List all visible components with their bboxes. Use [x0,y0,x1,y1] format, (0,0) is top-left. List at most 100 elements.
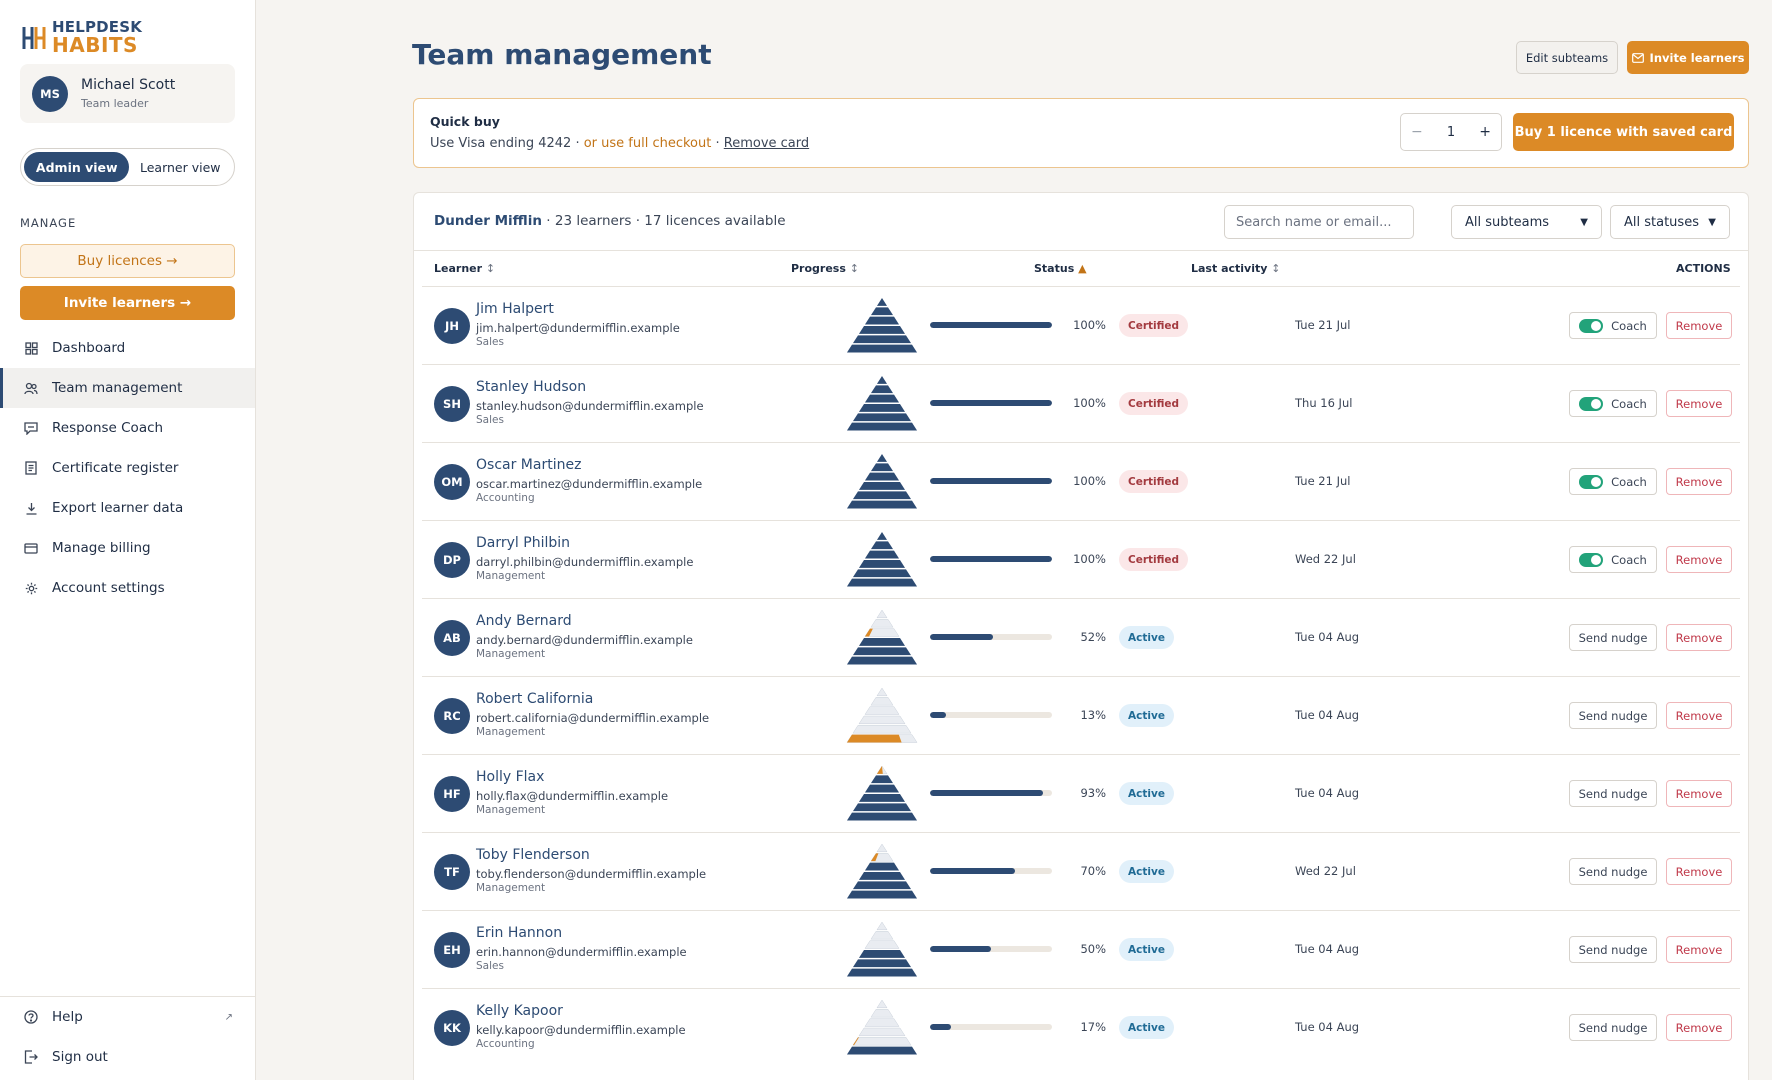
learner-name[interactable]: Toby Flenderson [476,847,590,863]
admin-view-button[interactable]: Admin view [24,152,130,182]
invite-learners-button[interactable]: Invite learners [1627,41,1749,74]
status-badge: Certified [1119,314,1189,337]
coach-label: Coach [1611,552,1647,567]
coach-toggle-button[interactable]: Coach [1569,390,1657,417]
remove-button[interactable]: Remove [1666,702,1732,729]
learner-view-button[interactable]: Learner view [139,159,221,175]
sidebar-item-label: Certificate register [52,460,179,476]
table-row[interactable]: DP Darryl Philbin darryl.philbin@dundermif… [422,520,1740,598]
learner-name[interactable]: Oscar Martinez [476,457,582,473]
buy-licences-button[interactable]: Buy licences → [20,244,235,278]
remove-button[interactable]: Remove [1666,1014,1732,1041]
learner-email: darryl.philbin@dundermifflin.example [476,555,694,569]
send-nudge-button[interactable]: Send nudge [1569,624,1657,651]
learner-subteam: Management [476,882,546,894]
coach-toggle-button[interactable]: Coach [1569,312,1657,339]
decrement-button[interactable]: − [1411,124,1423,140]
table-row[interactable]: KK Kelly Kapoor kelly.kapoor@dundermifflin… [422,988,1740,1066]
avatar: TF [434,854,470,890]
progress-bar [930,946,1052,952]
learner-name[interactable]: Jim Halpert [476,301,554,317]
status-filter-select[interactable]: All statuses ▼ [1610,205,1730,239]
send-nudge-button[interactable]: Send nudge [1569,702,1657,729]
sidebar-item-team-management[interactable]: Team management [0,368,255,408]
user-card[interactable]: MS Michael Scott Team leader [20,64,235,123]
edit-subteams-button[interactable]: Edit subteams [1516,41,1618,74]
pyramid-level [864,706,900,715]
coach-toggle-button[interactable]: Coach [1569,468,1657,495]
learner-name[interactable]: Darryl Philbin [476,535,570,551]
pyramid-level [846,500,918,509]
coach-toggle-button[interactable]: Coach [1569,546,1657,573]
remove-button[interactable]: Remove [1666,546,1732,573]
increment-button[interactable]: + [1479,124,1491,140]
learner-name[interactable]: Erin Hannon [476,925,563,941]
sidebar-item-account-settings[interactable]: Account settings [0,568,255,608]
pyramid-level [858,482,906,490]
sidebar-item-manage-billing[interactable]: Manage billing [0,528,255,568]
table-row[interactable]: SH Stanley Hudson stanley.hudson@dundermif… [422,364,1740,442]
pyramid-level [870,463,894,472]
search-input[interactable] [1224,205,1414,239]
pyramid-level [852,569,912,578]
table-row[interactable]: RC Robert California robert.california@dun… [422,676,1740,754]
pyramid-level [858,950,906,958]
pyramid-level [876,844,888,853]
help-link[interactable]: Help ↗ [0,997,255,1037]
send-nudge-button[interactable]: Send nudge [1569,780,1657,807]
buy-with-saved-card-button[interactable]: Buy 1 licence with saved card [1513,113,1734,151]
learner-email: jim.halpert@dundermifflin.example [476,321,680,335]
pyramid-level [876,454,888,462]
pyramid-level [858,872,906,880]
send-nudge-button[interactable]: Send nudge [1569,936,1657,963]
column-header-learner[interactable]: Learner ↕ [434,262,495,275]
brand-logo[interactable]: HELPDESK HABITS [22,20,142,55]
pyramid-level-partial [864,628,873,637]
table-row[interactable]: AB Andy Bernard andy.bernard@dundermifflin… [422,598,1740,676]
send-nudge-button[interactable]: Send nudge [1569,1014,1657,1041]
learner-name[interactable]: Stanley Hudson [476,379,587,395]
table-row[interactable]: JH Jim Halpert jim.halpert@dundermifflin.e… [422,286,1740,364]
quick-buy-panel: Quick buy Use Visa ending 4242 · or use … [413,98,1749,168]
pyramid-level [852,491,912,500]
sidebar-item-response-coach[interactable]: Response Coach [0,408,255,448]
remove-button[interactable]: Remove [1666,312,1732,339]
subteam-filter-select[interactable]: All subteams ▼ [1451,205,1602,239]
column-header-progress[interactable]: Progress ↕ [791,262,859,275]
learner-name[interactable]: Robert California [476,691,594,707]
quantity-value[interactable]: 1 [1446,124,1456,140]
remove-button[interactable]: Remove [1666,390,1732,417]
sign-out-link[interactable]: Sign out [0,1037,255,1077]
remove-button[interactable]: Remove [1666,936,1732,963]
sidebar-item-certificate-register[interactable]: Certificate register [0,448,255,488]
column-header-last-activity[interactable]: Last activity ↕ [1191,262,1280,275]
sort-icon: ↕ [485,262,496,275]
learner-email: andy.bernard@dundermifflin.example [476,633,693,647]
sidebar-item-dashboard[interactable]: Dashboard [0,328,255,368]
pyramid-level-partial [846,734,902,743]
send-nudge-button[interactable]: Send nudge [1569,858,1657,885]
invite-learners-sidebar-button[interactable]: Invite learners → [20,286,235,320]
avatar: RC [434,698,470,734]
table-row[interactable]: HF Holly Flax holly.flax@dundermifflin.exa… [422,754,1740,832]
separator-text: · [711,136,724,151]
progress-percent: 52% [1080,630,1106,644]
table-row[interactable]: EH Erin Hannon erin.hannon@dundermifflin.e… [422,910,1740,988]
remove-button[interactable]: Remove [1666,624,1732,651]
learner-name[interactable]: Holly Flax [476,769,545,785]
learner-name[interactable]: Kelly Kapoor [476,1003,563,1019]
column-header-status[interactable]: Status ▲ [1034,262,1087,275]
sidebar-item-label: Export learner data [52,500,184,516]
full-checkout-link[interactable]: or use full checkout [583,136,712,151]
progress-pyramid-icon [846,298,918,353]
remove-button[interactable]: Remove [1666,468,1732,495]
avatar: DP [434,542,470,578]
pyramid-level [846,968,918,977]
table-row[interactable]: TF Toby Flenderson toby.flenderson@dunderm… [422,832,1740,910]
table-row[interactable]: OM Oscar Martinez oscar.martinez@dundermif… [422,442,1740,520]
sidebar-item-export-learner-data[interactable]: Export learner data [0,488,255,528]
remove-card-link[interactable]: Remove card [723,136,810,151]
remove-button[interactable]: Remove [1666,780,1732,807]
learner-name[interactable]: Andy Bernard [476,613,572,629]
remove-button[interactable]: Remove [1666,858,1732,885]
